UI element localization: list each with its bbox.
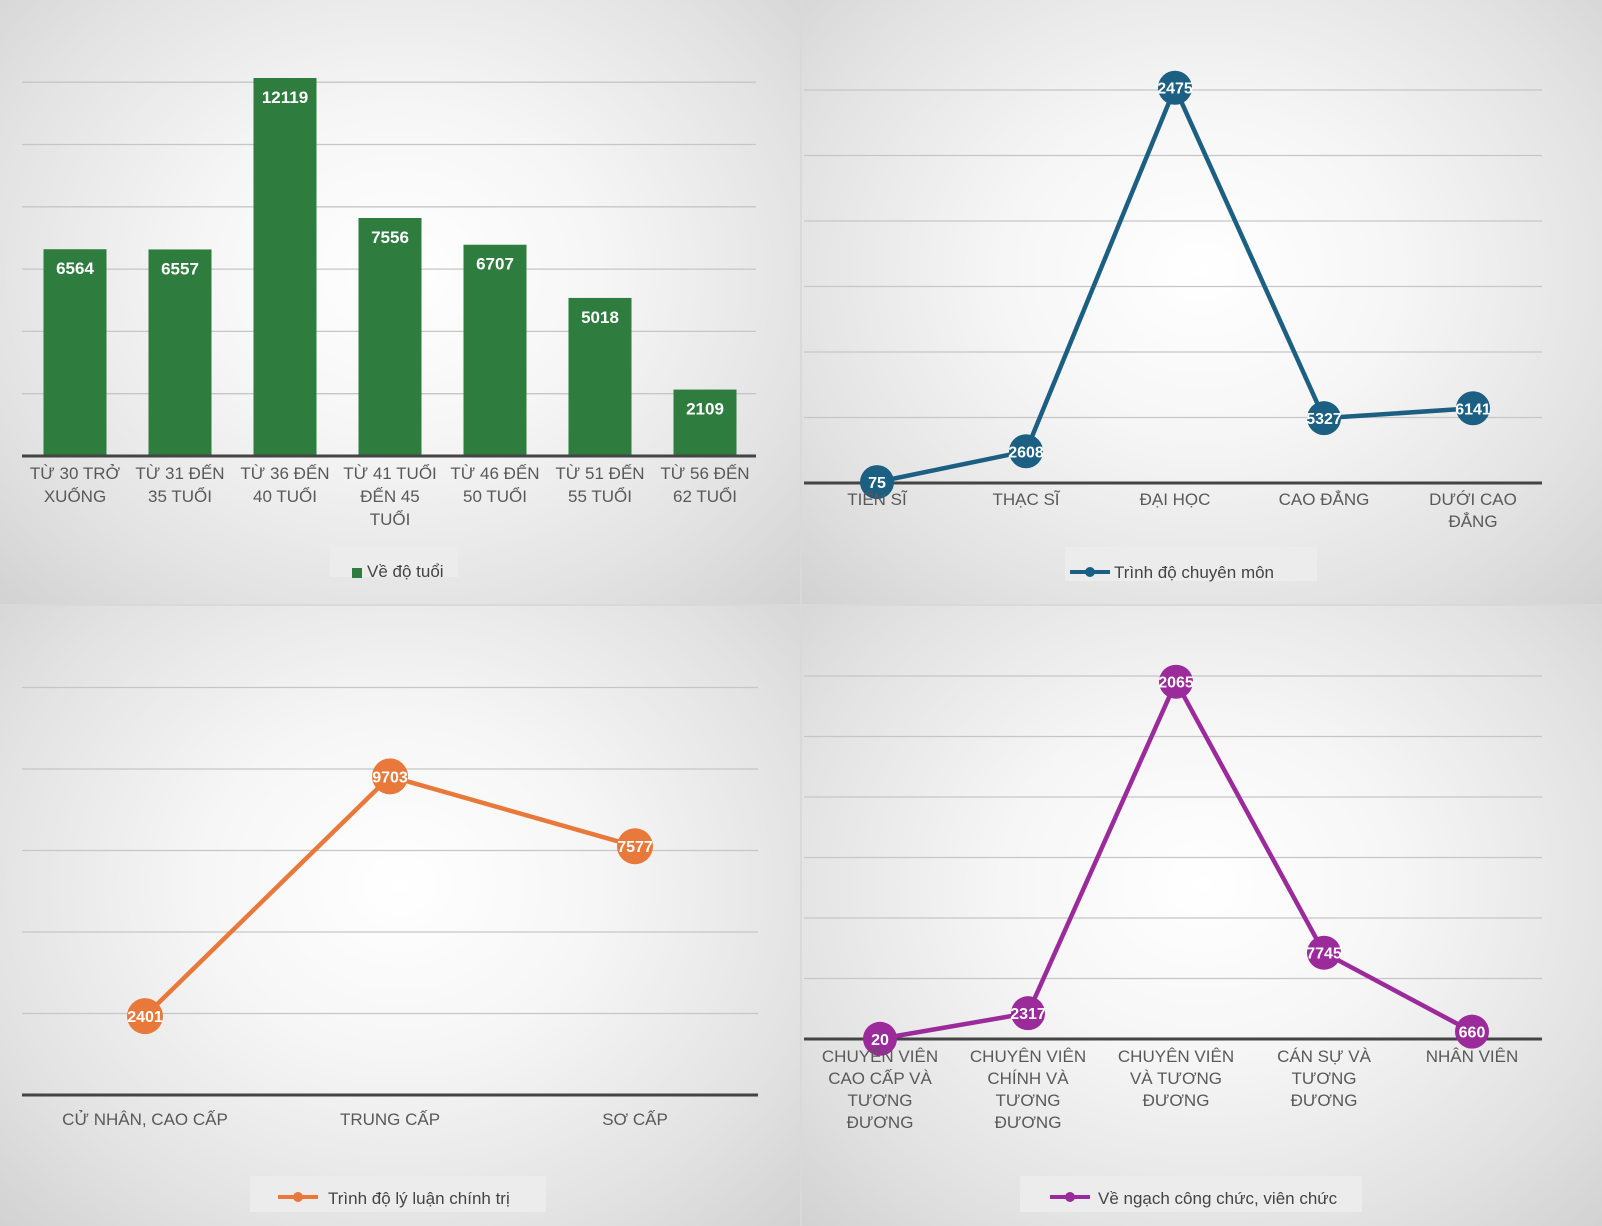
point-value-label: 9703 xyxy=(372,769,408,786)
data-point xyxy=(1456,391,1490,426)
x-tick-label: CÁN SỰ VÀ TƯƠNG ĐƯƠNG xyxy=(1277,1047,1372,1110)
data-point xyxy=(1307,935,1341,970)
legend-label: Trình độ chuyên môn xyxy=(1114,563,1274,582)
point-value-label: 2065 xyxy=(1158,675,1194,692)
x-tick-label: CHUYÊN VIÊN CHÍNH VÀ TƯƠNG ĐƯƠNG xyxy=(970,1047,1086,1132)
political-theory-line-chart: 2401 9703 7577 CỬ NHÂN, CAO CẤP TRUNG CẤP SƠ… xyxy=(22,686,758,1212)
point-value-label: 75 xyxy=(868,475,886,492)
series-line xyxy=(876,85,1474,485)
data-point xyxy=(1009,434,1043,469)
bar xyxy=(463,244,527,456)
series-line xyxy=(879,679,1474,1041)
legend: Về ngạch công chức, viên chức xyxy=(1020,1176,1362,1212)
x-tick-label: TỪ 46 ĐẾN 50 TUỔI xyxy=(450,464,539,506)
bar-value-label: 12119 xyxy=(262,88,308,107)
data-point xyxy=(863,1021,897,1056)
x-tick-label: TRUNG CẤP xyxy=(340,1110,440,1129)
legend-swatch xyxy=(352,568,362,578)
x-tick-label: TỪ 56 ĐẾN 62 TUỔI xyxy=(660,464,749,506)
education-chart-panel: 75 2608 2475 5327 6141 TIẾN SĨ THẠC SĨ ĐẠI HỌC… xyxy=(802,0,1602,604)
grade-chart-panel: 20 2317 2065 7745 660 CHUYÊN VIÊN CAO CẤP VÀ T… xyxy=(802,606,1602,1226)
point-value-label: 6141 xyxy=(1455,401,1491,418)
x-tick-label: TỪ 30 TRỞ XUỐNG xyxy=(30,464,121,506)
x-tick-label: SƠ CẤP xyxy=(602,1110,668,1129)
bar-value-label: 6564 xyxy=(56,259,94,278)
data-point xyxy=(127,998,163,1035)
bar xyxy=(43,249,107,456)
x-tick-label: CỬ NHÂN, CAO CẤP xyxy=(62,1110,228,1129)
x-tick-label: TỪ 36 ĐẾN 40 TUỔI xyxy=(240,464,329,506)
x-tick-label: TỪ 51 ĐẾN 55 TUỔI xyxy=(555,464,644,506)
point-value-label: 660 xyxy=(1459,1025,1486,1042)
legend: Về độ tuổi xyxy=(330,545,458,581)
legend-marker xyxy=(1065,1192,1075,1202)
legend-label: Về ngạch công chức, viên chức xyxy=(1098,1189,1338,1208)
bar-value-label: 6707 xyxy=(476,255,514,274)
x-tick-label: ĐẠI HỌC xyxy=(1140,490,1211,509)
point-value-label: 2608 xyxy=(1008,444,1044,461)
x-tick-label: NHÂN VIÊN xyxy=(1426,1047,1519,1066)
bar xyxy=(673,389,737,456)
series-line xyxy=(143,774,636,1018)
data-point xyxy=(372,758,408,795)
bar xyxy=(253,78,317,456)
legend-marker xyxy=(293,1192,303,1202)
legend-label: Trình độ lý luận chính trị xyxy=(328,1189,510,1208)
x-tick-label: TỪ 31 ĐẾN 35 TUỔI xyxy=(135,464,224,506)
point-value-label: 20 xyxy=(871,1032,889,1049)
x-tick-label: TIẾN SĨ xyxy=(847,490,908,509)
x-tick-label: CAO ĐẲNG xyxy=(1279,490,1370,509)
bar-value-label: 6557 xyxy=(161,259,199,278)
bar-value-label: 2109 xyxy=(686,400,724,419)
legend: Trình độ chuyên môn xyxy=(1065,547,1317,582)
data-point xyxy=(1158,70,1192,105)
point-value-label: 2401 xyxy=(127,1009,163,1026)
education-line-chart: 75 2608 2475 5327 6141 TIẾN SĨ THẠC SĨ ĐẠI HỌC… xyxy=(804,70,1542,582)
bar xyxy=(148,249,212,456)
x-tick-label: CHUYÊN VIÊN CAO CẤP VÀ TƯƠNG ĐƯƠNG xyxy=(822,1047,938,1132)
x-tick-label: TỪ 41 TUỔI ĐẾN 45 TUỔI xyxy=(343,464,437,529)
data-point xyxy=(617,828,653,865)
data-point xyxy=(1159,664,1193,699)
politics-chart-panel: 2401 9703 7577 CỬ NHÂN, CAO CẤP TRUNG CẤP SƠ… xyxy=(0,606,800,1226)
point-value-label: 2475 xyxy=(1157,81,1193,98)
bar-value-label: 5018 xyxy=(581,308,619,327)
bar xyxy=(358,217,422,456)
legend: Trình độ lý luận chính trị xyxy=(250,1176,546,1212)
point-value-label: 5327 xyxy=(1306,411,1342,428)
x-tick-label: DƯỚI CAO ĐẲNG xyxy=(1429,490,1517,531)
point-value-label: 7745 xyxy=(1306,946,1342,963)
bar-value-label: 7556 xyxy=(371,228,409,247)
legend-label: Về độ tuổi xyxy=(367,562,444,581)
bar xyxy=(568,297,632,456)
age-bar-chart: 6564 6557 12119 7556 6707 5018 2109 TỪ 30 TRỞ X… xyxy=(22,78,756,581)
x-tick-label: CHUYÊN VIÊN VÀ TƯƠNG ĐƯƠNG xyxy=(1118,1047,1234,1110)
x-tick-label: THẠC SĨ xyxy=(992,490,1060,509)
civil-grade-line-chart: 20 2317 2065 7745 660 CHUYÊN VIÊN CAO CẤP VÀ T… xyxy=(804,664,1542,1212)
data-point xyxy=(1455,1014,1489,1049)
data-point xyxy=(1011,996,1045,1031)
data-point xyxy=(860,465,894,500)
data-point xyxy=(1307,401,1341,436)
point-value-label: 7577 xyxy=(617,839,653,856)
legend-marker xyxy=(1085,567,1095,577)
point-value-label: 2317 xyxy=(1010,1006,1046,1023)
age-chart-panel: 6564 6557 12119 7556 6707 5018 2109 TỪ 30 TRỞ X… xyxy=(0,0,800,604)
